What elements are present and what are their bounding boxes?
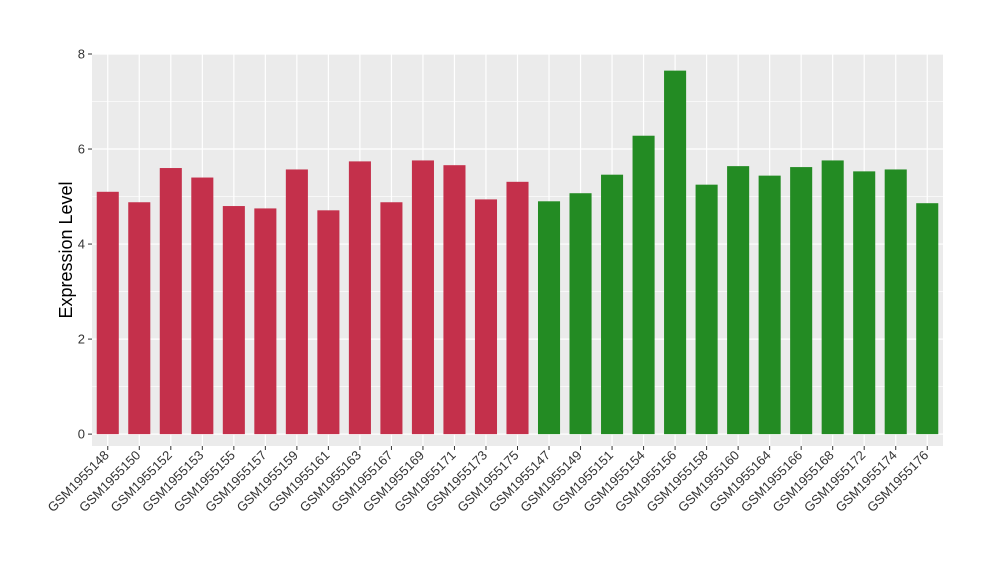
bar-GSM1955167 (380, 202, 403, 435)
y-tick-label: 6 (78, 142, 85, 157)
bar-GSM1955175 (506, 181, 529, 435)
bar-GSM1955148 (96, 191, 119, 435)
y-axis-label: Expression Level (56, 181, 76, 318)
bar-GSM1955172 (853, 171, 876, 435)
bar-GSM1955176 (916, 203, 939, 435)
bar-GSM1955163 (348, 161, 371, 435)
bar-GSM1955159 (285, 169, 308, 435)
bar-GSM1955174 (884, 169, 907, 435)
bar-GSM1955153 (191, 177, 214, 435)
bar-GSM1955171 (443, 165, 466, 435)
y-tick-label: 0 (78, 427, 85, 442)
bar-GSM1955154 (632, 135, 655, 435)
bar-GSM1955164 (758, 175, 781, 435)
y-axis: 0 2 4 6 8 (78, 47, 92, 442)
y-tick-label: 8 (78, 47, 85, 62)
bar-GSM1955155 (222, 206, 245, 435)
bar-GSM1955168 (821, 160, 844, 435)
bar-GSM1955147 (537, 201, 561, 435)
bar-GSM1955149 (569, 193, 592, 435)
x-axis: GSM1955148GSM1955150GSM1955152GSM1955153… (45, 446, 931, 515)
bar-GSM1955173 (474, 199, 498, 435)
bar-GSM1955161 (317, 210, 340, 435)
bars (96, 70, 939, 435)
bar-GSM1955158 (695, 184, 718, 435)
bar-GSM1955156 (664, 70, 687, 435)
y-tick-label: 4 (78, 237, 85, 252)
bar-GSM1955166 (790, 167, 813, 435)
bar-GSM1955157 (254, 208, 277, 435)
bar-GSM1955169 (411, 160, 434, 435)
bar-GSM1955160 (727, 166, 750, 435)
bar-GSM1955150 (128, 202, 151, 435)
bar-GSM1955151 (601, 174, 624, 435)
bar-GSM1955152 (159, 168, 182, 435)
y-tick-label: 2 (78, 332, 85, 347)
